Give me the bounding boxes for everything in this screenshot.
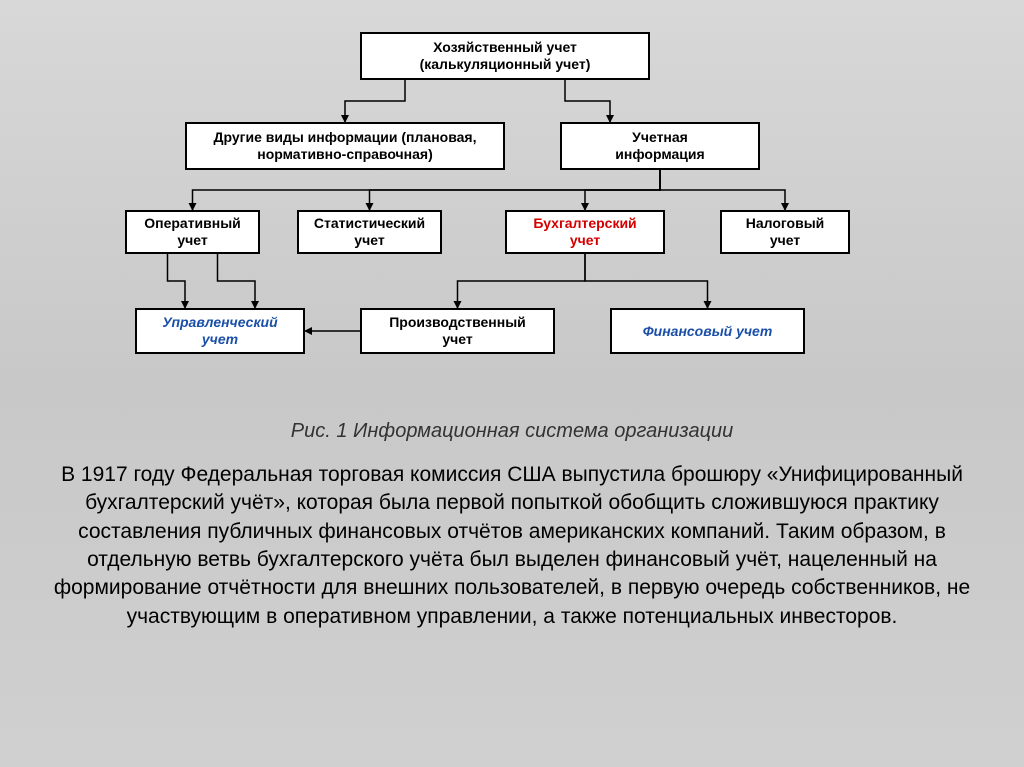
node-mgmt: Управленческийучет xyxy=(135,308,305,354)
node-top: Хозяйственный учет(калькуляционный учет) xyxy=(360,32,650,80)
figure-caption: Рис. 1 Информационная система организаци… xyxy=(0,420,1024,443)
node-prod: Производственныйучет xyxy=(360,308,555,354)
node-stat: Статистическийучет xyxy=(297,210,442,254)
node-oper: Оперативныйучет xyxy=(125,210,260,254)
node-other: Другие виды информации (плановая,нормати… xyxy=(185,122,505,170)
node-uchinfo: Учетнаяинформация xyxy=(560,122,760,170)
node-bukh: Бухгалтерскийучет xyxy=(505,210,665,254)
node-fin: Финансовый учет xyxy=(610,308,805,354)
node-tax: Налоговыйучет xyxy=(720,210,850,254)
accounting-diagram: Хозяйственный учет(калькуляционный учет)… xyxy=(0,0,1024,400)
paragraph-text: В 1917 году Федеральная торговая комисси… xyxy=(0,461,1024,631)
